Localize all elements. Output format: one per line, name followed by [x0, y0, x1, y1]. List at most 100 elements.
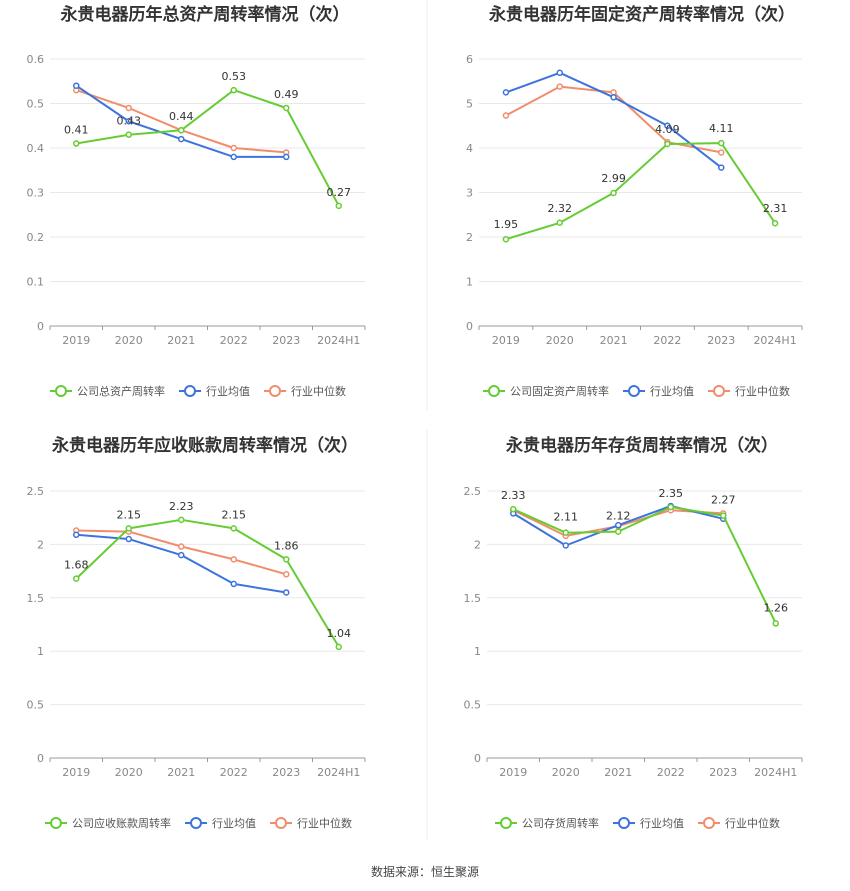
chart-receivables-turnover: 永贵电器历年应收账款周转率情况（次） 0 0.5 1 1.5 2 2.5 2019 2020 20… [27, 435, 366, 830]
x-tick-label: 2020 [115, 334, 143, 347]
data-point-company [73, 575, 80, 582]
data-label: 2.99 [601, 172, 626, 185]
series-line-company [512, 506, 777, 624]
data-point-company [502, 235, 510, 243]
legend-label: 公司固定资产周转率 [510, 384, 609, 398]
y-tick-label: 0.3 [27, 187, 45, 200]
y-tick-label: 0.2 [27, 231, 45, 244]
data-point-industry_mean [178, 135, 185, 143]
data-point-industry_mean [73, 82, 80, 89]
x-tick-label: 2019 [62, 766, 90, 779]
legend-marker-industry_median [703, 817, 715, 829]
data-label: 2.15 [117, 508, 142, 521]
chart-title: 永贵电器历年应收账款周转率情况（次） [51, 435, 358, 456]
y-tick-label: 0 [37, 752, 44, 765]
data-point-industry_mean [718, 164, 725, 171]
x-tick-label: 2024H1 [754, 766, 797, 779]
data-point-company [556, 219, 563, 227]
x-tick-label: 2022 [657, 766, 685, 779]
data-label: 4.11 [709, 122, 734, 135]
chart-title: 永贵电器历年存货周转率情况（次） [505, 435, 778, 456]
data-point-industry_median [283, 571, 290, 578]
x-tick-label: 2020 [115, 766, 143, 779]
y-tick-label: 2.5 [27, 485, 45, 498]
y-tick-label: 1 [37, 645, 44, 658]
data-point-company [335, 643, 342, 651]
x-tick-label: 2023 [707, 334, 735, 347]
legend-label: 行业中位数 [291, 384, 346, 398]
legend-marker-industry_median [269, 385, 281, 397]
y-tick-label: 1.5 [464, 592, 482, 605]
legend-label: 行业中位数 [297, 816, 352, 830]
data-point-industry_mean [125, 535, 132, 543]
data-label: 4.09 [655, 123, 680, 136]
y-tick-label: 0 [37, 320, 44, 333]
data-point-industry_median [230, 144, 237, 152]
legend-marker-industry_median [713, 385, 725, 397]
data-label: 1.04 [327, 627, 352, 640]
y-tick-label: 2 [37, 538, 44, 551]
y-tick-label: 1 [474, 645, 481, 658]
y-tick-label: 2.5 [464, 485, 482, 498]
legend-marker-industry_mean [184, 385, 196, 397]
data-point-industry_mean [283, 589, 290, 596]
x-tick-label: 2023 [272, 334, 300, 347]
legend-label: 公司总资产周转率 [77, 384, 165, 398]
y-tick-label: 0 [466, 320, 473, 333]
data-point-company [230, 86, 237, 94]
legend-label: 公司应收账款周转率 [72, 816, 171, 830]
y-tick-label: 4 [466, 142, 473, 155]
data-label: 0.41 [64, 124, 89, 137]
chart-fixed-asset-turnover: 永贵电器历年固定资产周转率情况（次） 0 1 2 3 4 5 6 2019 2020 2021 202… [466, 4, 803, 398]
data-point-industry_mean [125, 118, 132, 125]
y-tick-label: 1 [466, 276, 473, 289]
x-tick-label: 2021 [167, 334, 195, 347]
data-label: 1.26 [764, 601, 789, 614]
x-tick-label: 2021 [167, 766, 195, 779]
x-tick-label: 2022 [220, 766, 248, 779]
legend-label: 行业中位数 [725, 816, 780, 830]
data-point-industry_mean [615, 521, 622, 529]
data-point-industry_mean [610, 94, 617, 101]
chart-inventory-turnover: 永贵电器历年存货周转率情况（次） 0 0.5 1 1.5 2 2.5 2019 2020 2021… [464, 435, 803, 830]
data-label: 0.43 [117, 115, 142, 128]
legend-marker-industry_mean [190, 817, 202, 829]
data-point-company [510, 505, 517, 513]
y-tick-label: 1.5 [27, 592, 45, 605]
chart-title: 永贵电器历年总资产周转率情况（次） [60, 4, 350, 25]
data-point-company [664, 140, 671, 148]
y-tick-label: 2 [474, 538, 481, 551]
data-point-company [125, 131, 132, 138]
legend-marker-industry_mean [628, 385, 640, 397]
y-tick-label: 0 [474, 752, 481, 765]
data-label: 1.68 [64, 559, 89, 572]
legend-marker-industry_mean [618, 817, 630, 829]
source-note: 数据来源：恒生聚源 [371, 864, 479, 879]
x-tick-label: 2019 [499, 766, 527, 779]
data-point-company [610, 189, 617, 197]
x-tick-label: 2022 [220, 334, 248, 347]
x-tick-label: 2021 [600, 334, 628, 347]
x-tick-label: 2021 [604, 766, 632, 779]
x-tick-label: 2023 [709, 766, 737, 779]
data-point-company [230, 525, 237, 532]
data-label: 2.32 [548, 202, 573, 215]
data-point-company [125, 525, 132, 532]
data-point-company [667, 503, 674, 511]
data-point-industry_mean [664, 122, 671, 129]
y-tick-label: 2 [466, 231, 473, 244]
x-tick-label: 2022 [653, 334, 681, 347]
y-tick-label: 0.5 [27, 699, 45, 712]
data-point-company [178, 516, 185, 524]
legend-marker-company [50, 817, 62, 829]
data-label: 0.27 [327, 186, 352, 199]
data-point-industry_mean [556, 69, 563, 77]
data-label: 2.27 [711, 494, 736, 507]
data-point-company [283, 556, 290, 563]
x-tick-label: 2020 [546, 334, 574, 347]
legend-label: 行业均值 [640, 817, 684, 830]
data-label: 2.15 [222, 508, 247, 521]
data-point-company [615, 528, 622, 535]
data-point-industry_median [178, 543, 185, 550]
data-label: 0.53 [222, 70, 247, 83]
